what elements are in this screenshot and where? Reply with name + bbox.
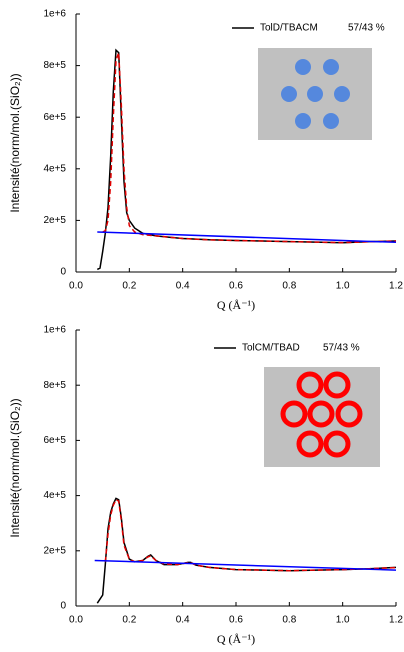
- x-axis-label: Q (Å⁻¹): [217, 298, 255, 312]
- series-line: [96, 497, 397, 604]
- x-tick-label: 0.4: [176, 281, 190, 292]
- x-tick-label: 1.2: [389, 281, 403, 292]
- x-tick-label: 1.0: [336, 615, 350, 626]
- legend-note: 57/43 %: [348, 23, 385, 34]
- y-tick-label: 2e+5: [43, 215, 66, 226]
- y-tick-label: 0: [60, 601, 66, 612]
- y-tick-label: 8e+5: [43, 380, 66, 391]
- series-line: [102, 52, 397, 244]
- x-tick-label: 0.6: [229, 615, 243, 626]
- x-tick-label: 0.2: [122, 281, 136, 292]
- inset-diagram: [258, 48, 372, 140]
- y-tick-label: 6e+5: [43, 112, 66, 123]
- y-tick-label: 4e+5: [43, 490, 66, 501]
- x-axis-label: Q (Å⁻¹): [217, 632, 255, 646]
- x-tick-label: 1.2: [389, 615, 403, 626]
- y-tick-label: 2e+5: [43, 545, 66, 556]
- y-tick-label: 0: [60, 267, 66, 278]
- y-tick-label: 4e+5: [43, 163, 66, 174]
- legend-label: TolCM/TBAD: [242, 343, 300, 354]
- y-tick-label: 1e+6: [43, 9, 66, 20]
- x-tick-label: 0.0: [69, 281, 83, 292]
- y-axis-label: Intensité(norm/mol.(SiO₂)): [8, 398, 22, 537]
- x-tick-label: 1.0: [336, 281, 350, 292]
- inset-diagram: [264, 367, 380, 467]
- x-tick-label: 0.6: [229, 281, 243, 292]
- y-tick-label: 8e+5: [43, 60, 66, 71]
- legend-label: TolD/TBACM: [260, 23, 318, 34]
- series-line: [94, 559, 397, 571]
- x-tick-label: 0.2: [122, 615, 136, 626]
- y-axis-label: Intensité(norm/mol.(SiO₂)): [8, 73, 22, 212]
- x-tick-label: 0.8: [282, 281, 296, 292]
- x-tick-label: 0.8: [282, 615, 296, 626]
- y-tick-label: 6e+5: [43, 435, 66, 446]
- x-tick-label: 0.4: [176, 615, 190, 626]
- series-line: [97, 231, 397, 244]
- legend-note: 57/43 %: [323, 343, 360, 354]
- y-tick-label: 1e+6: [43, 325, 66, 336]
- series-line: [104, 498, 397, 572]
- x-tick-label: 0.0: [69, 615, 83, 626]
